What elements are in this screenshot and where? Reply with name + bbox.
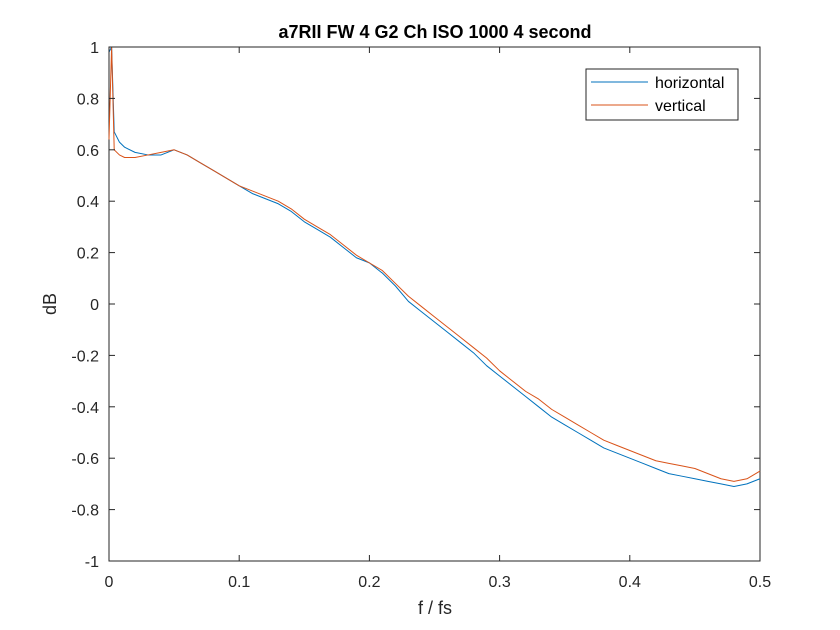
legend-box (585, 68, 739, 121)
y-tick-label: 1 (90, 40, 99, 57)
y-tick-label: -0.2 (71, 348, 99, 365)
y-tick-label: 0.8 (77, 91, 99, 108)
y-axis-label: dB (40, 293, 60, 315)
y-tick-label: -0.6 (71, 451, 99, 468)
legend: horizontal vertical (585, 68, 739, 121)
x-tick-label: 0 (105, 574, 114, 591)
x-axis-label: f / fs (418, 598, 452, 618)
series-line-vertical (108, 46, 761, 482)
series-layer (108, 46, 761, 487)
axes-layer: 0 0.1 0.2 0.3 0.4 0.5 -1 -0.8 -0.6 -0.4 -0.2 0 0.2 0.… (71, 40, 771, 591)
x-tick-label: 0.4 (619, 574, 641, 591)
x-tick-label: 0.5 (749, 574, 771, 591)
x-tick-label: 0.2 (358, 574, 380, 591)
legend-label-vertical: vertical (655, 98, 706, 115)
chart-title: a7RII FW 4 G2 Ch ISO 1000 4 second (278, 22, 591, 42)
y-tick-label: 0.4 (77, 194, 99, 211)
x-tick-label: 0.1 (228, 574, 250, 591)
y-tick-label: -0.4 (71, 400, 99, 417)
y-tick-label: 0 (90, 297, 99, 314)
y-tick-label: 0.2 (77, 246, 99, 263)
plot-area (108, 46, 761, 562)
x-tick-label: 0.3 (488, 574, 510, 591)
legend-label-horizontal: horizontal (655, 75, 724, 92)
y-tick-label: -0.8 (71, 503, 99, 520)
y-tick-label: 0.6 (77, 143, 99, 160)
y-tick-label: -1 (85, 554, 99, 571)
